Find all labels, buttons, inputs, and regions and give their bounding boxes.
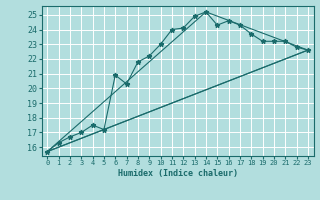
X-axis label: Humidex (Indice chaleur): Humidex (Indice chaleur) [118,169,237,178]
